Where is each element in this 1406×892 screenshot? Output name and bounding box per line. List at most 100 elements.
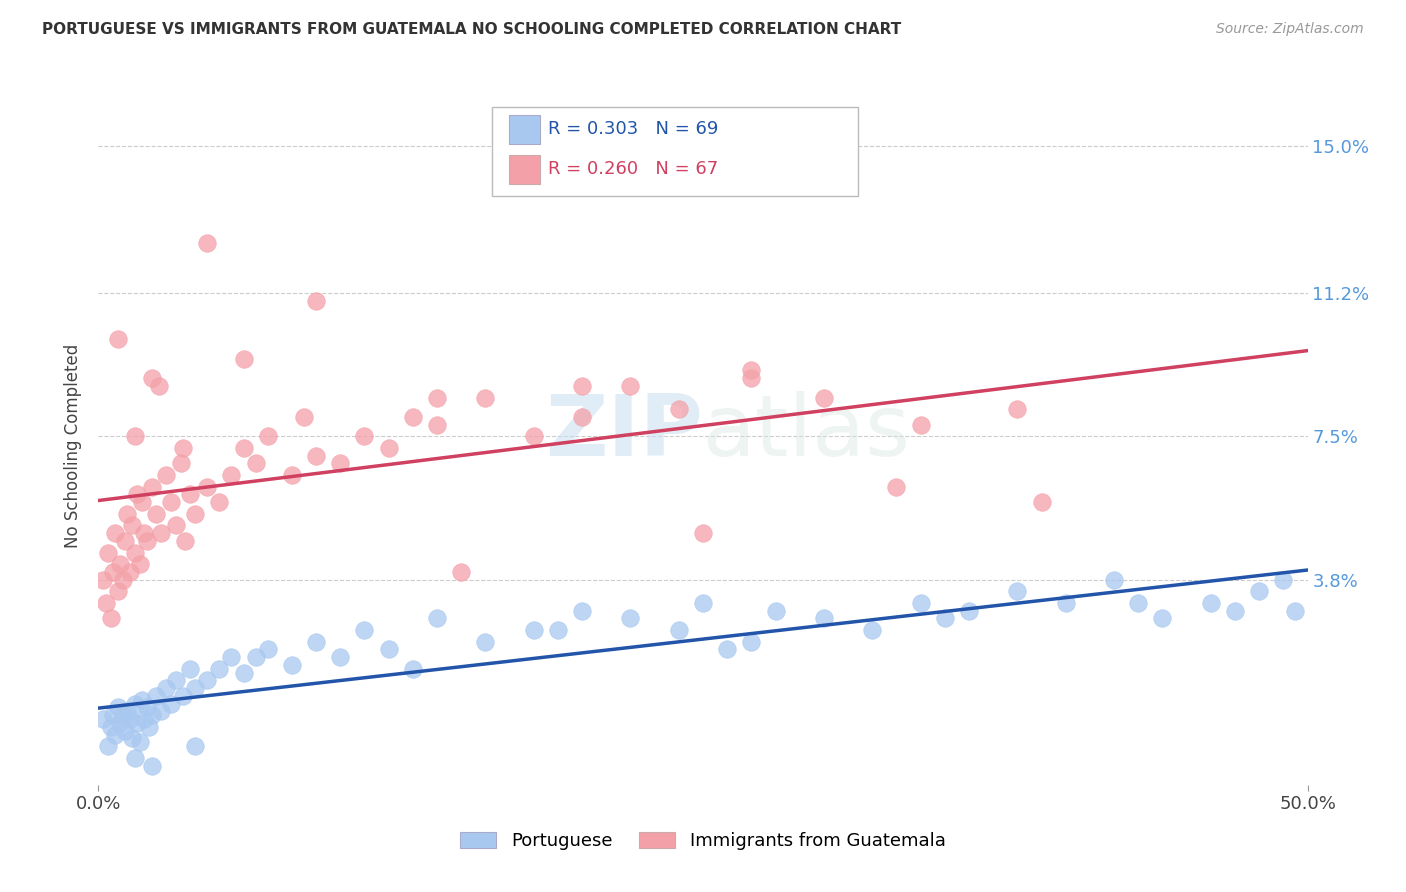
Point	[165, 673, 187, 688]
Point	[121, 731, 143, 746]
Point	[245, 457, 267, 471]
Point	[97, 739, 120, 754]
Point	[107, 333, 129, 347]
Point	[1007, 402, 1029, 417]
Point	[474, 391, 496, 405]
Point	[256, 642, 278, 657]
Point	[100, 611, 122, 625]
Point	[124, 429, 146, 443]
Point	[1152, 611, 1174, 625]
Point	[101, 708, 124, 723]
Point	[1054, 596, 1077, 610]
Point	[571, 379, 593, 393]
Point	[172, 689, 194, 703]
Text: ZIP: ZIP	[546, 391, 703, 474]
Point	[179, 487, 201, 501]
Point	[256, 429, 278, 443]
Point	[329, 457, 352, 471]
Point	[111, 708, 134, 723]
Point	[221, 468, 243, 483]
Point	[305, 449, 328, 463]
Point	[208, 662, 231, 676]
Point	[100, 720, 122, 734]
Point	[138, 720, 160, 734]
Point	[131, 692, 153, 706]
Point	[957, 604, 980, 618]
Point	[740, 371, 762, 385]
Point	[155, 468, 177, 483]
Point	[141, 480, 163, 494]
Point	[1031, 495, 1053, 509]
Point	[118, 712, 141, 726]
Point	[523, 429, 546, 443]
Point	[128, 735, 150, 749]
Point	[353, 623, 375, 637]
Point	[910, 596, 932, 610]
Text: atlas: atlas	[703, 391, 911, 474]
Point	[426, 611, 449, 625]
Point	[426, 417, 449, 432]
Point	[716, 642, 738, 657]
Point	[195, 235, 218, 250]
Point	[97, 545, 120, 559]
Point	[402, 409, 425, 424]
Point	[208, 495, 231, 509]
Point	[740, 363, 762, 377]
Point	[141, 371, 163, 385]
Point	[172, 441, 194, 455]
Point	[377, 441, 399, 455]
Point	[131, 495, 153, 509]
Point	[184, 739, 207, 754]
Point	[124, 697, 146, 711]
Point	[692, 596, 714, 610]
Point	[111, 573, 134, 587]
Point	[426, 391, 449, 405]
Point	[329, 650, 352, 665]
Point	[107, 700, 129, 714]
Point	[1272, 573, 1295, 587]
Legend: Portuguese, Immigrants from Guatemala: Portuguese, Immigrants from Guatemala	[453, 824, 953, 857]
Point	[547, 623, 569, 637]
Point	[118, 565, 141, 579]
Point	[910, 417, 932, 432]
Point	[1007, 584, 1029, 599]
Point	[571, 604, 593, 618]
Point	[134, 526, 156, 541]
Point	[813, 611, 835, 625]
Point	[114, 723, 136, 738]
Point	[108, 716, 131, 731]
Point	[179, 662, 201, 676]
Point	[108, 557, 131, 571]
Point	[128, 557, 150, 571]
Point	[150, 704, 173, 718]
Point	[619, 611, 641, 625]
Point	[1128, 596, 1150, 610]
Point	[134, 712, 156, 726]
Point	[1284, 604, 1306, 618]
Point	[145, 507, 167, 521]
Point	[305, 634, 328, 648]
Point	[135, 700, 157, 714]
Point	[124, 545, 146, 559]
Point	[91, 712, 114, 726]
Text: PORTUGUESE VS IMMIGRANTS FROM GUATEMALA NO SCHOOLING COMPLETED CORRELATION CHART: PORTUGUESE VS IMMIGRANTS FROM GUATEMALA …	[42, 22, 901, 37]
Point	[104, 728, 127, 742]
Point	[121, 518, 143, 533]
Point	[101, 565, 124, 579]
Point	[127, 487, 149, 501]
Point	[91, 573, 114, 587]
Point	[292, 409, 315, 424]
Point	[174, 533, 197, 548]
Point	[195, 673, 218, 688]
Point	[221, 650, 243, 665]
Point	[160, 697, 183, 711]
Point	[232, 441, 254, 455]
Point	[165, 518, 187, 533]
Point	[104, 526, 127, 541]
Point	[94, 596, 117, 610]
Point	[169, 457, 191, 471]
Point	[281, 657, 304, 672]
Point	[668, 402, 690, 417]
Point	[245, 650, 267, 665]
Point	[160, 495, 183, 509]
